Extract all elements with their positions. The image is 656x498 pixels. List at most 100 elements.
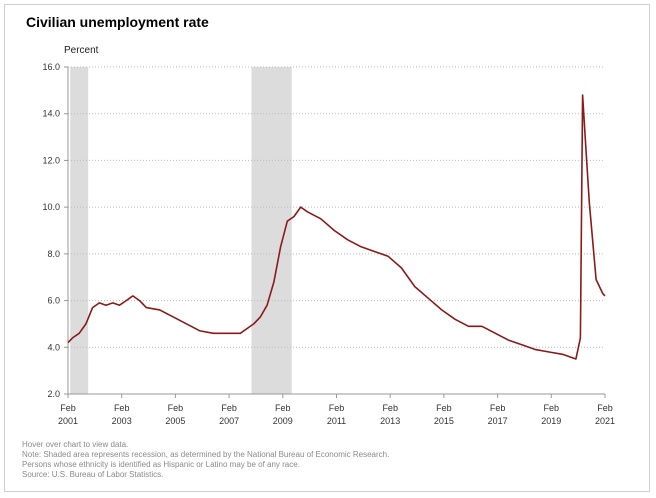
data-point[interactable] <box>66 341 70 345</box>
data-point[interactable] <box>574 357 578 361</box>
note-source: Source: U.S. Bureau of Labor Statistics. <box>22 470 164 479</box>
data-point[interactable] <box>299 205 303 209</box>
data-point[interactable] <box>520 343 524 347</box>
x-tick-month: Feb <box>544 403 560 413</box>
x-tick-year: 2001 <box>58 416 78 426</box>
x-tick-year: 2011 <box>327 416 346 426</box>
y-tick-label: 2.0 <box>47 389 60 399</box>
y-axis-label: Percent <box>64 45 99 56</box>
x-tick-year: 2021 <box>595 416 615 426</box>
data-point[interactable] <box>292 214 296 218</box>
note-recession: Note: Shaded area represents recession, … <box>22 450 390 459</box>
x-tick-month: Feb <box>275 403 291 413</box>
recession-layer <box>70 67 292 394</box>
gridlines <box>68 66 605 348</box>
data-point[interactable] <box>426 296 430 300</box>
data-point[interactable] <box>158 308 162 312</box>
x-tick-year: 2005 <box>165 416 185 426</box>
y-axis-ticks: 2.0 4.0 6.0 8.0 10.0 12.0 14.0 16.0 <box>42 62 68 399</box>
x-tick-year: 2019 <box>541 416 561 426</box>
y-tick-label: 4.0 <box>47 342 60 352</box>
x-tick-month: Feb <box>60 403 76 413</box>
x-tick-year: 2009 <box>273 416 293 426</box>
data-point[interactable] <box>578 336 582 340</box>
series-line[interactable] <box>67 94 606 360</box>
data-point[interactable] <box>171 315 175 319</box>
x-tick-month: Feb <box>329 403 345 413</box>
data-point[interactable] <box>211 331 215 335</box>
data-point[interactable] <box>547 350 551 354</box>
data-point[interactable] <box>265 303 269 307</box>
data-point[interactable] <box>346 238 350 242</box>
data-point[interactable] <box>258 315 262 319</box>
chart-frame <box>4 4 650 492</box>
y-tick-label: 6.0 <box>47 296 60 306</box>
data-point[interactable] <box>413 285 417 289</box>
x-tick-month: Feb <box>221 403 237 413</box>
data-point[interactable] <box>399 266 403 270</box>
data-point[interactable] <box>84 322 88 326</box>
x-axis-ticks: Feb 2001 Feb 2003 Feb 2005 Feb 2007 Feb 2009 Feb 20… <box>58 394 615 426</box>
data-point[interactable] <box>507 338 511 342</box>
note-hover: Hover over chart to view data. <box>22 440 129 449</box>
y-tick-label: 16.0 <box>42 62 60 72</box>
chart-notes: Hover over chart to view data. Note: Sha… <box>22 440 389 480</box>
data-point[interactable] <box>198 329 202 333</box>
x-tick-year: 2017 <box>488 416 508 426</box>
x-tick-year: 2007 <box>219 416 239 426</box>
data-point[interactable] <box>534 348 538 352</box>
x-tick-month: Feb <box>382 403 398 413</box>
x-tick-month: Feb <box>597 403 613 413</box>
data-point[interactable] <box>144 306 148 310</box>
x-tick-month: Feb <box>114 403 130 413</box>
y-tick-label: 12.0 <box>42 155 60 165</box>
data-point[interactable] <box>359 245 363 249</box>
y-tick-label: 8.0 <box>47 249 60 259</box>
data-point[interactable] <box>97 301 101 305</box>
data-point[interactable] <box>373 250 377 254</box>
recession-band <box>251 67 292 394</box>
data-point[interactable] <box>583 130 587 134</box>
data-point[interactable] <box>386 254 390 258</box>
data-point[interactable] <box>138 299 142 303</box>
data-point[interactable] <box>225 331 229 335</box>
recession-band <box>70 67 89 394</box>
data-point[interactable] <box>77 331 81 335</box>
data-point[interactable] <box>272 280 276 284</box>
y-tick-label: 10.0 <box>42 202 60 212</box>
data-point[interactable] <box>493 331 497 335</box>
data-point[interactable] <box>581 93 585 97</box>
data-point[interactable] <box>480 324 484 328</box>
x-tick-year: 2003 <box>112 416 132 426</box>
data-point[interactable] <box>131 294 135 298</box>
data-point[interactable] <box>603 294 607 298</box>
data-point[interactable] <box>252 322 256 326</box>
x-tick-month: Feb <box>436 403 452 413</box>
data-point[interactable] <box>70 336 74 340</box>
data-point[interactable] <box>453 317 457 321</box>
data-point[interactable] <box>285 219 289 223</box>
data-point[interactable] <box>560 352 564 356</box>
data-point[interactable] <box>117 303 121 307</box>
data-point[interactable] <box>594 278 598 282</box>
x-tick-year: 2013 <box>380 416 400 426</box>
data-point[interactable] <box>91 306 95 310</box>
data-point[interactable] <box>124 299 128 303</box>
data-point[interactable] <box>279 245 283 249</box>
data-point[interactable] <box>440 308 444 312</box>
data-point[interactable] <box>305 210 309 214</box>
data-point[interactable] <box>332 229 336 233</box>
data-point[interactable] <box>111 301 115 305</box>
chart-title: Civilian unemployment rate <box>26 14 209 30</box>
x-tick-month: Feb <box>490 403 506 413</box>
data-point[interactable] <box>587 200 591 204</box>
data-point[interactable] <box>319 217 323 221</box>
data-point[interactable] <box>104 303 108 307</box>
y-tick-label: 14.0 <box>42 109 60 119</box>
x-tick-month: Feb <box>168 403 184 413</box>
series-layer[interactable] <box>66 93 607 361</box>
data-point[interactable] <box>185 322 189 326</box>
data-point[interactable] <box>467 324 471 328</box>
data-point[interactable] <box>238 331 242 335</box>
